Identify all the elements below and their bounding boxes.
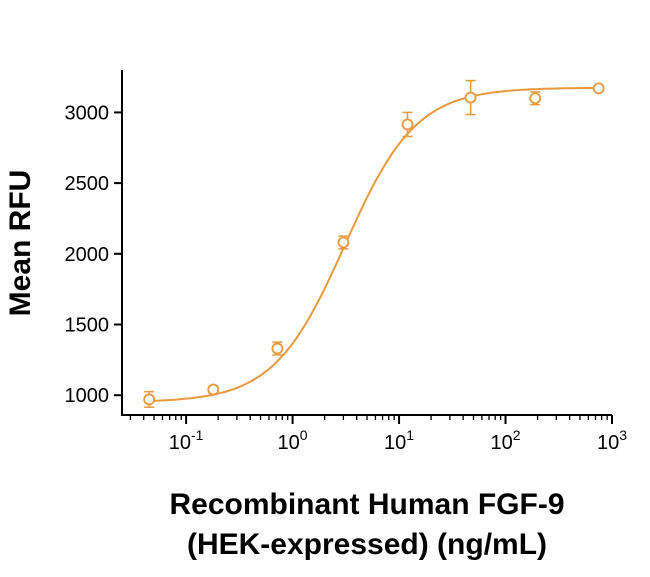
data-point-marker: [401, 118, 414, 131]
x-tick-label: 100: [278, 427, 308, 454]
x-tick-label: 103: [597, 427, 627, 454]
y-axis-title: Mean RFU: [4, 170, 37, 317]
x-tick-label: 102: [491, 427, 521, 454]
x-axis-title-line1: Recombinant Human FGF-9: [169, 488, 564, 521]
data-point-marker: [592, 82, 605, 95]
fit-curve: [149, 86, 599, 402]
x-axis-title-line2: (HEK-expressed) (ng/mL): [187, 528, 547, 561]
data-point-marker: [271, 342, 284, 355]
x-tick-label: 10-1: [169, 427, 204, 454]
data-point-marker: [464, 91, 477, 104]
data-point-marker: [143, 393, 156, 406]
y-tick-label: 1000: [65, 385, 110, 407]
data-point-marker: [207, 383, 220, 396]
y-tick-label: 2000: [65, 244, 110, 266]
y-tick-label: 1500: [65, 315, 110, 337]
x-tick-label: 101: [384, 427, 414, 454]
y-tick-label: 2500: [65, 173, 110, 195]
y-tick-label: 3000: [65, 102, 110, 124]
data-point-marker: [529, 92, 542, 105]
data-point-marker: [337, 236, 350, 249]
chart-canvas: 1000 1500 2000 2500 3000 10-1 100 101 102 103: [65, 70, 627, 454]
